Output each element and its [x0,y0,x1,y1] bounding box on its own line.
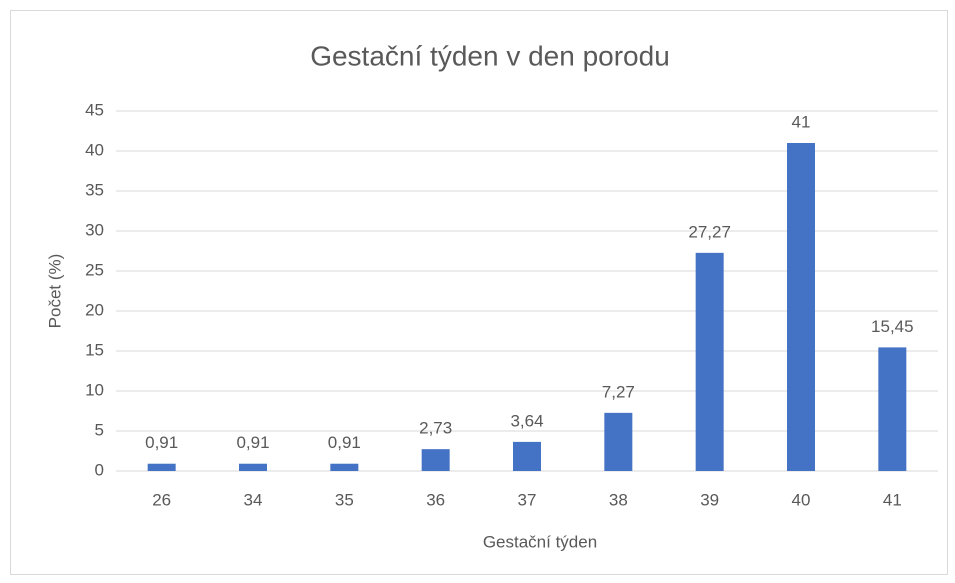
bar [330,463,359,471]
x-tick-label: 38 [609,490,628,509]
y-tick-label: 45 [85,100,104,119]
value-label: 7,27 [602,382,635,401]
bar [421,449,450,471]
y-tick-label: 0 [95,460,104,479]
value-label: 41 [792,112,811,131]
y-tick-label: 15 [85,340,104,359]
y-axis-title: Počet (%) [45,254,64,329]
y-tick-label: 40 [85,140,104,159]
y-tick-label: 30 [85,220,104,239]
bar [604,412,633,471]
y-tick-label: 10 [85,380,104,399]
x-tick-label: 37 [518,490,537,509]
value-label: 15,45 [871,317,914,336]
x-tick-label: 40 [792,490,811,509]
bar [695,252,724,471]
value-label: 0,91 [328,433,361,452]
value-label: 2,73 [419,419,452,438]
x-tick-label: 36 [426,490,445,509]
value-label: 0,91 [236,433,269,452]
bar [147,463,176,471]
bar [239,463,267,471]
x-tick-label: 39 [700,490,719,509]
value-label: 3,64 [510,411,543,430]
x-axis-title: Gestační týden [483,532,597,551]
bar [787,143,815,471]
y-tick-label: 25 [85,260,104,279]
value-label: 0,91 [145,433,178,452]
x-tick-label: 35 [335,490,354,509]
value-label: 27,27 [688,222,731,241]
bar [878,347,907,471]
y-tick-label: 35 [85,180,104,199]
x-tick-label: 41 [883,490,902,509]
x-tick-label: 26 [152,490,171,509]
bar [513,441,541,471]
x-tick-label: 34 [244,490,263,509]
chart-title: Gestační týden v den porodu [310,40,670,71]
y-tick-label: 5 [95,420,104,439]
y-tick-label: 20 [85,300,104,319]
